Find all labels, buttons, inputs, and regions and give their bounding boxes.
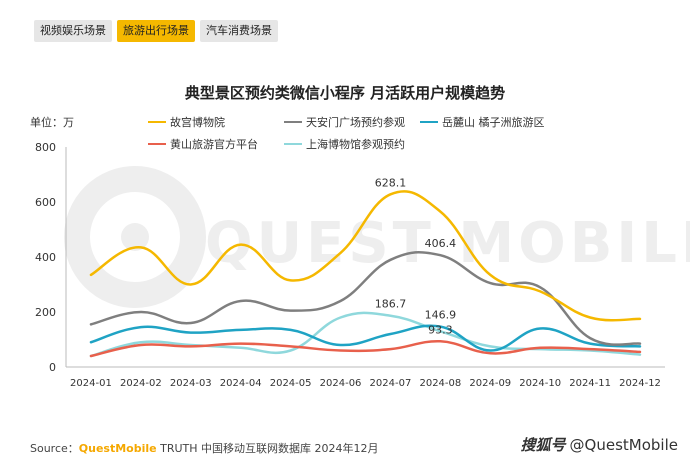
series-line [89, 311, 642, 358]
series-line [89, 250, 642, 346]
legend-swatch [148, 121, 166, 123]
x-tick-label: 2024-01 [70, 378, 112, 389]
x-tick-label: 2024-12 [619, 378, 661, 389]
data-label: 186.7 [375, 298, 407, 311]
tab-video-entertainment[interactable]: 视频娱乐场景 [34, 20, 112, 42]
y-tick-label: 800 [35, 141, 56, 154]
series-line [89, 340, 642, 358]
data-label: 628.1 [375, 176, 407, 189]
tab-auto-consumption[interactable]: 汽车消费场景 [200, 20, 278, 42]
data-label: 93.3 [428, 323, 453, 336]
legend-item-shanghai-museum: 上海博物馆参观预约 [284, 136, 405, 152]
x-tick-label: 2024-06 [320, 378, 362, 389]
x-tick-label: 2024-07 [370, 378, 412, 389]
x-tick-label: 2024-03 [170, 378, 212, 389]
source-text: TRUTH 中国移动互联网数据库 2024年12月 [156, 442, 379, 455]
source-prefix: Source： [30, 442, 79, 455]
data-label: 406.4 [425, 237, 457, 250]
series-line [89, 189, 642, 322]
x-tick-label: 2024-10 [519, 378, 561, 389]
x-tick-label: 2024-09 [469, 378, 511, 389]
legend-item-palace-museum: 故宫博物院 [148, 114, 225, 130]
watermark-text: @QuestMobile [569, 436, 678, 454]
data-label: 146.9 [425, 309, 457, 322]
legend-item-huangshan: 黄山旅游官方平台 [148, 136, 258, 152]
source-note: Source：QuestMobile TRUTH 中国移动互联网数据库 2024… [30, 440, 379, 456]
y-tick-label: 200 [35, 306, 56, 319]
x-tick-label: 2024-11 [569, 378, 611, 389]
legend-label: 故宫博物院 [170, 116, 225, 129]
unit-label: 单位：万 [30, 116, 74, 129]
y-tick-label: 0 [49, 361, 56, 374]
legend-label: 黄山旅游官方平台 [170, 138, 258, 151]
background-watermark-text: QUEST MOBILE [205, 211, 690, 276]
legend-swatch [148, 143, 166, 145]
legend-swatch [420, 121, 438, 123]
legend-swatch [284, 143, 302, 145]
x-tick-label: 2024-05 [270, 378, 312, 389]
sohu-logo-icon: 搜狐号 [520, 436, 566, 454]
legend-label: 上海博物馆参观预约 [306, 138, 405, 151]
x-tick-label: 2024-04 [220, 378, 262, 389]
sohu-watermark: 搜狐号 @QuestMobile [521, 434, 678, 455]
legend-item-tiananmen: 天安门广场预约参观 [284, 114, 405, 130]
legend-swatch [284, 121, 302, 123]
y-tick-label: 600 [35, 196, 56, 209]
x-tick-label: 2024-02 [120, 378, 162, 389]
chart-title: 典型景区预约类微信小程序 月活跃用户规模趋势 [184, 84, 506, 102]
legend-label: 天安门广场预约参观 [306, 116, 405, 129]
scene-tabs: 视频娱乐场景 旅游出行场景 汽车消费场景 [34, 20, 278, 42]
legend-item-yuelu-mountain: 岳麓山 橘子洲旅游区 [420, 114, 545, 130]
series-line [89, 324, 642, 352]
x-tick-label: 2024-08 [419, 378, 461, 389]
tab-travel[interactable]: 旅游出行场景 [117, 20, 195, 42]
source-brand: QuestMobile [78, 442, 157, 455]
y-tick-label: 400 [35, 251, 56, 264]
legend-label: 岳麓山 橘子洲旅游区 [442, 116, 545, 129]
